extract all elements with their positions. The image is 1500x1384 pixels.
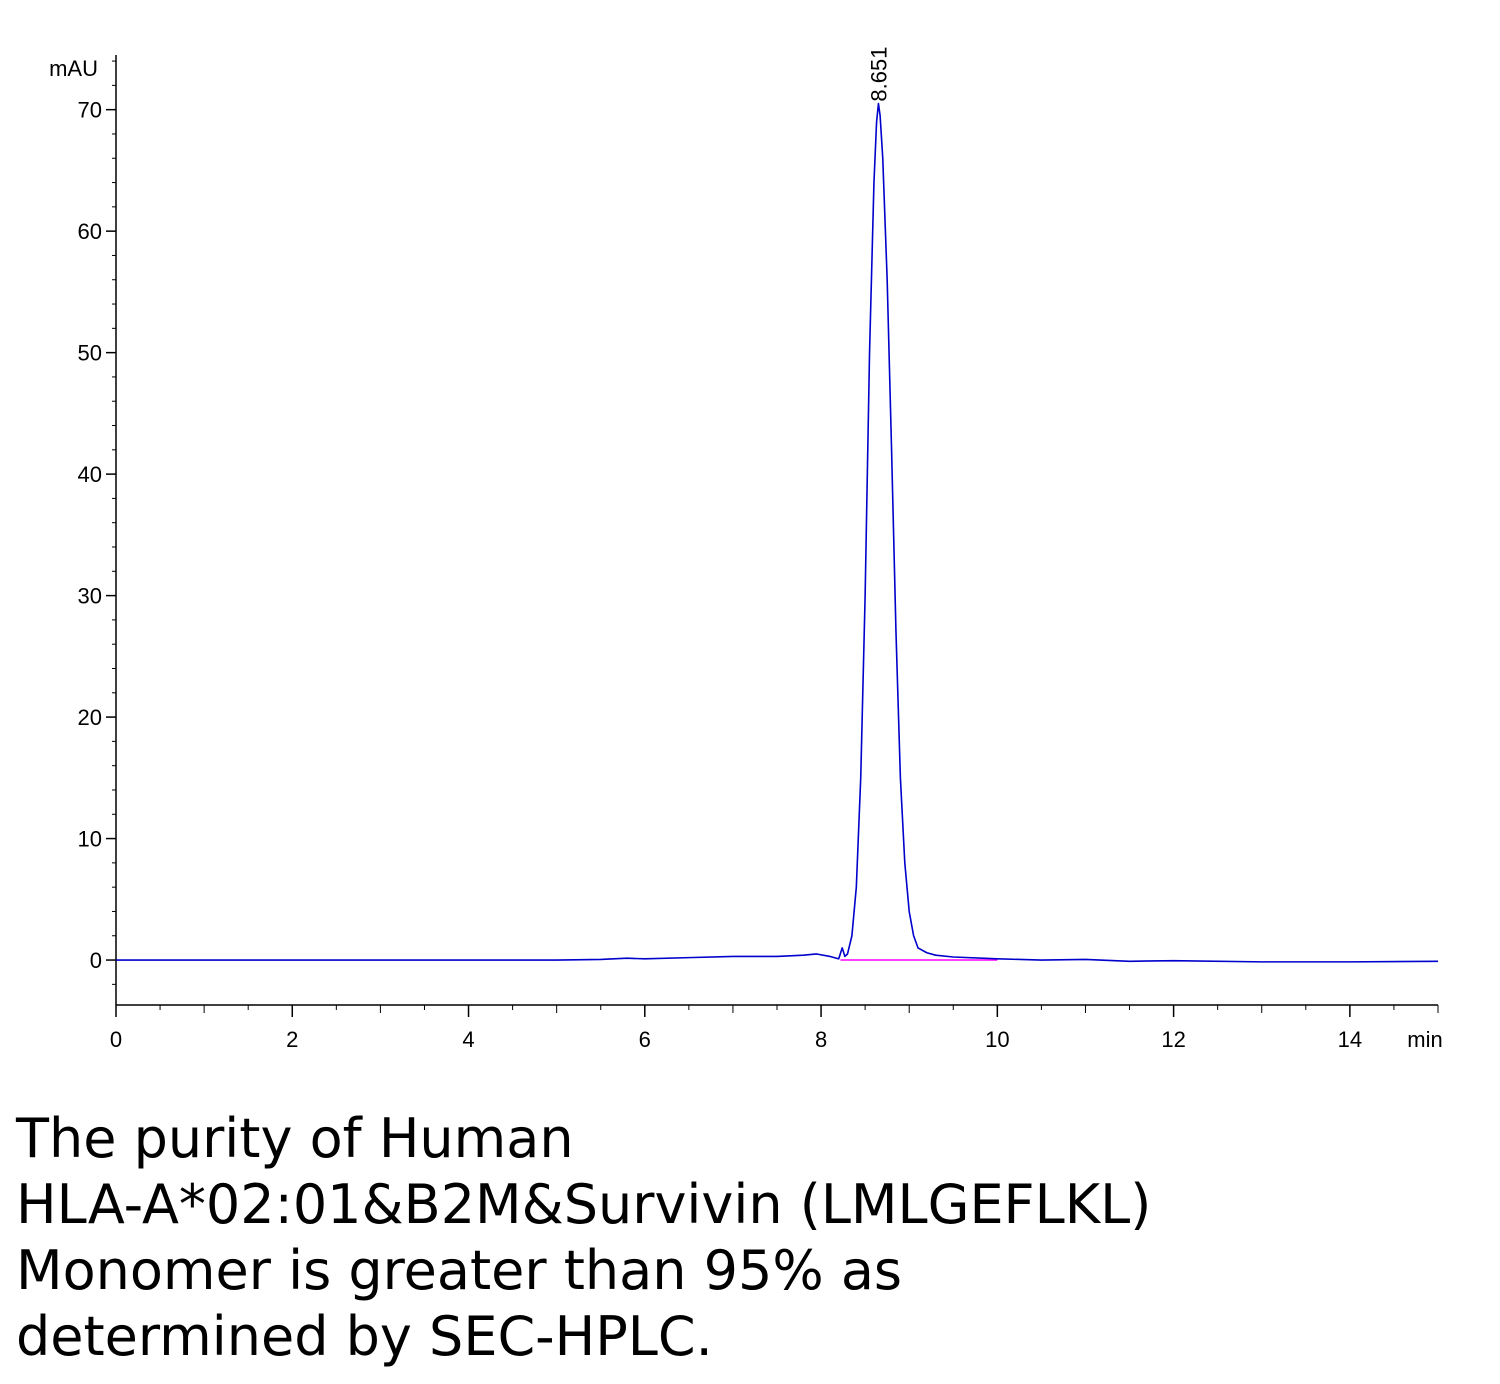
y-tick-label: 0: [90, 948, 102, 973]
signal-trace: [116, 102, 1439, 963]
x-axis-label: min: [1407, 1027, 1442, 1052]
caption-line-1: The purity of Human: [16, 1107, 574, 1170]
y-axis: 0 10 20 30 40 50 60 70 mAU: [49, 55, 117, 1005]
x-tick-label: 0: [110, 1027, 122, 1052]
y-tick-label: 10: [78, 827, 102, 852]
y-axis-label: mAU: [49, 56, 98, 81]
x-tick-label: 14: [1338, 1027, 1362, 1052]
y-tick-label: 60: [78, 219, 102, 244]
caption-line-2: HLA-A*02:01&B2M&Survivin (LMLGEFLKL): [16, 1173, 1152, 1236]
y-tick-label: 20: [78, 705, 102, 730]
caption: The purity of Human HLA-A*02:01&B2M&Surv…: [16, 1106, 1476, 1370]
x-tick-label: 12: [1161, 1027, 1185, 1052]
y-tick-label: 30: [78, 584, 102, 609]
plot-area: [116, 102, 1439, 963]
x-tick-label: 4: [462, 1027, 474, 1052]
x-tick-label: 6: [639, 1027, 651, 1052]
y-tick-label: 40: [78, 462, 102, 487]
x-tick-label: 8: [815, 1027, 827, 1052]
caption-line-3: Monomer is greater than 95% as: [16, 1239, 903, 1302]
peak-label: 8.651: [866, 47, 891, 102]
caption-line-4: determined by SEC-HPLC.: [16, 1305, 713, 1368]
y-tick-label: 70: [78, 98, 102, 123]
y-tick-label: 50: [78, 341, 102, 366]
x-tick-label: 10: [985, 1027, 1009, 1052]
x-tick-label: 2: [286, 1027, 298, 1052]
chromatogram-chart: 0 10 20 30 40 50 60 70 mAU 0 2 4 6 8 10 12 14 min 8.651: [49, 47, 1443, 1052]
x-axis: 0 2 4 6 8 10 12 14 min: [110, 1004, 1443, 1052]
annotations: 8.651: [866, 47, 891, 102]
